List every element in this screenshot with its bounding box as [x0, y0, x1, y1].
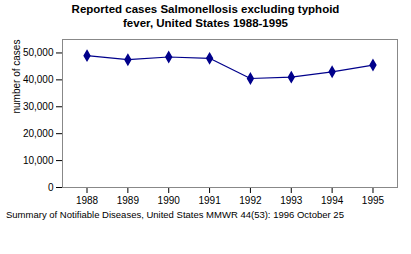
- svg-text:1994: 1994: [321, 194, 344, 205]
- svg-text:1988: 1988: [76, 194, 99, 205]
- svg-text:30,000: 30,000: [23, 101, 54, 112]
- svg-text:0: 0: [48, 181, 54, 192]
- svg-text:1990: 1990: [158, 194, 181, 205]
- svg-text:10,000: 10,000: [23, 154, 54, 165]
- html-text:Summary of Notifiable Diseases: Summary of Notifiable Diseases, United S…: [6, 208, 344, 220]
- svg-text:50,000: 50,000: [23, 47, 54, 58]
- svg-text:20,000: 20,000: [23, 127, 54, 138]
- svg-text:1992: 1992: [239, 194, 262, 205]
- svg-text:40,000: 40,000: [23, 74, 54, 85]
- svg-text:1989: 1989: [117, 194, 140, 205]
- svg-text:1995: 1995: [362, 194, 385, 205]
- svg-text:1991: 1991: [198, 194, 221, 205]
- svg-text:number of cases: number of cases: [11, 39, 22, 113]
- svg-text:1993: 1993: [280, 194, 303, 205]
- html-text:Reported cases Salmonellosis e: Reported cases Salmonellosis excluding t…: [71, 3, 340, 29]
